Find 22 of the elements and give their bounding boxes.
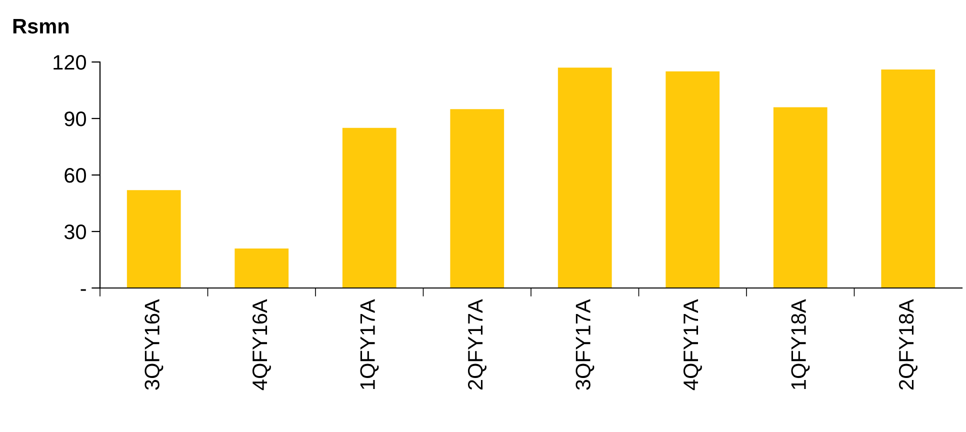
- y-tick-label: 90: [64, 112, 86, 126]
- bar: [558, 68, 612, 288]
- x-tick-label: 3QFY17A: [576, 299, 594, 390]
- x-tick-label: 4QFY16A: [252, 299, 271, 390]
- x-tick-label: 1QFY18A: [791, 299, 810, 389]
- x-tick-label: 1QFY17A: [360, 299, 379, 389]
- y-tick-label: 120: [54, 55, 86, 70]
- x-tick-label: 2QFY17A: [468, 299, 486, 390]
- y-tick-label: 60: [64, 168, 86, 183]
- bar: [666, 71, 720, 288]
- bar: [234, 248, 289, 288]
- bar: [773, 107, 828, 288]
- x-tick-label: 4QFY17A: [683, 299, 702, 390]
- x-tick-label: 2QFY18A: [898, 299, 918, 390]
- bar: [881, 70, 936, 288]
- bar: [126, 190, 181, 288]
- x-tick-label: 3QFY16A: [144, 299, 164, 390]
- bar: [450, 109, 504, 288]
- bar: [342, 128, 396, 288]
- y-tick-label: 30: [64, 224, 86, 240]
- y-axis-title: Rsmn: [13, 19, 69, 34]
- y-tick-label: -: [80, 289, 86, 291]
